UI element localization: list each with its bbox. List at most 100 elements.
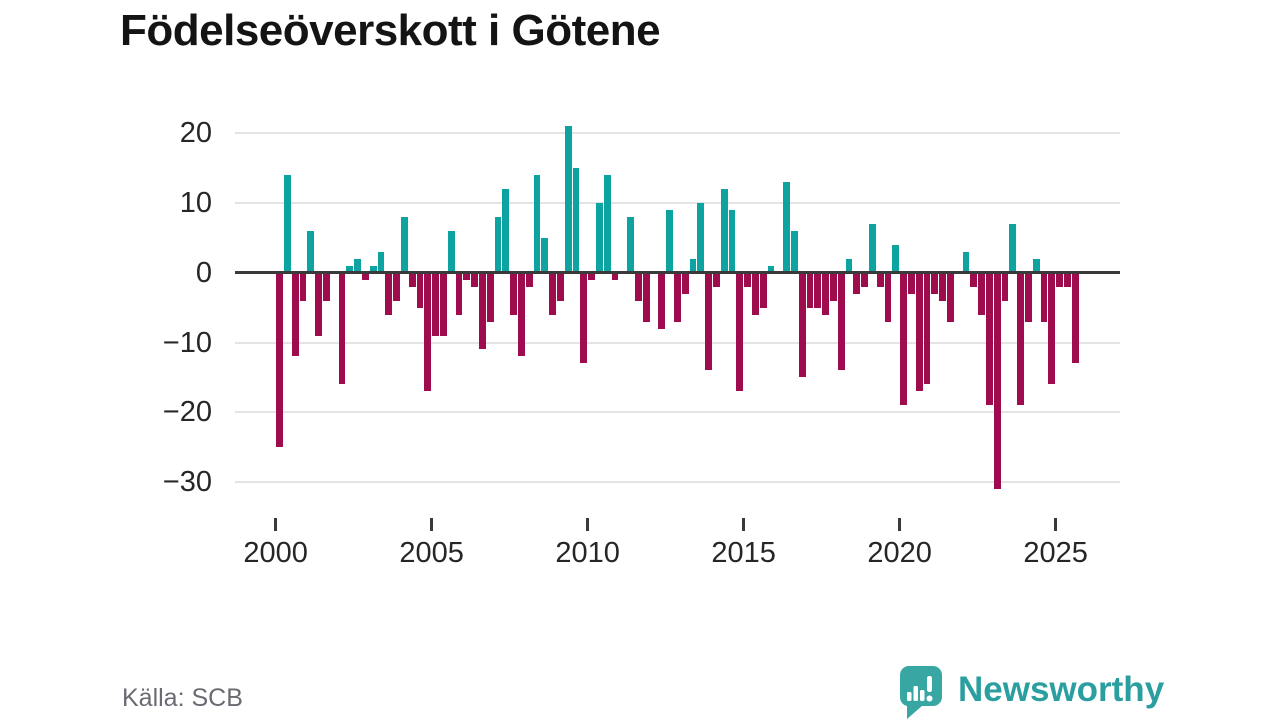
bar-2002-q2 <box>346 265 354 273</box>
gridline-−20 <box>235 411 1120 414</box>
bar-2003-q4 <box>393 272 401 301</box>
bar-2000-q1 <box>276 272 284 448</box>
source-note: Källa: SCB <box>122 684 243 712</box>
bar-2018-q3 <box>853 272 861 294</box>
bar-2020-q2 <box>907 272 915 294</box>
bar-2019-q4 <box>892 244 900 273</box>
bar-2002-q4 <box>361 272 369 280</box>
bar-2023-q1 <box>993 272 1001 490</box>
bar-2006-q3 <box>478 272 486 350</box>
bar-2010-q1 <box>588 272 596 280</box>
bar-2008-q2 <box>533 174 541 273</box>
gridline-20 <box>235 132 1120 135</box>
bar-2004-q2 <box>408 272 416 287</box>
bar-2008-q1 <box>525 272 533 287</box>
bar-2001-q2 <box>315 272 323 336</box>
y-axis-label-10: 10 <box>179 186 212 219</box>
bar-2010-q3 <box>603 174 611 273</box>
bar-2005-q1 <box>432 272 440 336</box>
bar-2022-q1 <box>962 251 970 273</box>
bar-2012-q3 <box>666 209 674 273</box>
bar-2018-q4 <box>861 272 869 287</box>
bar-2005-q3 <box>447 230 455 273</box>
bar-2025-q2 <box>1063 272 1071 287</box>
bar-2006-q2 <box>471 272 479 287</box>
bar-2019-q2 <box>876 272 884 287</box>
bar-2008-q4 <box>549 272 557 315</box>
bar-2015-q4 <box>767 265 775 273</box>
x-tick-2015 <box>742 518 746 531</box>
bar-2021-q2 <box>939 272 947 301</box>
y-axis-label-0: 0 <box>195 256 212 289</box>
bar-2013-q2 <box>689 258 697 273</box>
bar-2024-q2 <box>1032 258 1040 273</box>
x-tick-2005 <box>430 518 434 531</box>
bar-2016-q3 <box>790 230 798 273</box>
x-axis-label-2000: 2000 <box>243 537 308 569</box>
y-axis-label-−20: −20 <box>162 396 212 429</box>
bar-2000-q3 <box>291 272 299 357</box>
bar-2021-q3 <box>946 272 954 322</box>
bar-2015-q1 <box>744 272 752 287</box>
bar-2006-q4 <box>486 272 494 322</box>
bar-2002-q1 <box>338 272 346 385</box>
bar-2011-q2 <box>627 216 635 273</box>
gridline-−10 <box>235 341 1120 344</box>
bar-2011-q3 <box>634 272 642 301</box>
bar-2001-q3 <box>322 272 330 301</box>
bar-2003-q1 <box>369 265 377 273</box>
x-axis-label-2010: 2010 <box>555 537 620 569</box>
gridline-10 <box>235 201 1120 204</box>
bar-2012-q2 <box>658 272 666 329</box>
bar-2018-q2 <box>845 258 853 273</box>
bar-2019-q1 <box>868 223 876 273</box>
bar-2018-q1 <box>837 272 845 371</box>
x-axis-label-2005: 2005 <box>399 537 464 569</box>
bar-2004-q1 <box>400 216 408 273</box>
bar-2008-q3 <box>541 237 549 273</box>
bar-2009-q2 <box>564 126 572 273</box>
bar-2014-q2 <box>720 188 728 273</box>
bar-2004-q4 <box>424 272 432 392</box>
bar-2016-q4 <box>798 272 806 378</box>
bar-2004-q3 <box>416 272 424 308</box>
bar-2009-q1 <box>556 272 564 301</box>
bar-2025-q3 <box>1071 272 1079 364</box>
y-axis-label-−30: −30 <box>162 466 212 499</box>
bar-2023-q4 <box>1017 272 1025 406</box>
x-axis-label-2025: 2025 <box>1023 537 1088 569</box>
bar-2000-q4 <box>299 272 307 301</box>
bar-2020-q1 <box>900 272 908 406</box>
bar-2009-q3 <box>572 168 580 273</box>
bar-2013-q4 <box>705 272 713 371</box>
bar-2000-q2 <box>283 174 291 273</box>
bar-2025-q1 <box>1056 272 1064 287</box>
bar-2015-q2 <box>751 272 759 315</box>
bar-2005-q4 <box>455 272 463 315</box>
bar-2013-q3 <box>697 202 705 273</box>
x-tick-2025 <box>1054 518 1058 531</box>
bar-2006-q1 <box>463 272 471 280</box>
bar-2005-q2 <box>439 272 447 336</box>
newsworthy-logo-icon <box>899 666 942 719</box>
bar-2012-q4 <box>673 272 681 322</box>
bar-2007-q2 <box>502 188 510 273</box>
bar-2013-q1 <box>681 272 689 294</box>
bar-2014-q3 <box>728 209 736 273</box>
bar-2017-q1 <box>806 272 814 308</box>
bar-2010-q4 <box>611 272 619 280</box>
bar-2019-q3 <box>884 272 892 322</box>
bar-2024-q4 <box>1048 272 1056 385</box>
bar-2020-q4 <box>923 272 931 385</box>
bar-2011-q4 <box>642 272 650 322</box>
bar-2023-q2 <box>1001 272 1009 301</box>
bar-2010-q2 <box>595 202 603 273</box>
bar-2022-q3 <box>978 272 986 315</box>
bar-2017-q3 <box>822 272 830 315</box>
bar-2023-q3 <box>1009 223 1017 273</box>
x-tick-2000 <box>274 518 278 531</box>
bar-2014-q4 <box>736 272 744 392</box>
bar-2024-q3 <box>1040 272 1048 322</box>
bar-2007-q1 <box>494 216 502 273</box>
